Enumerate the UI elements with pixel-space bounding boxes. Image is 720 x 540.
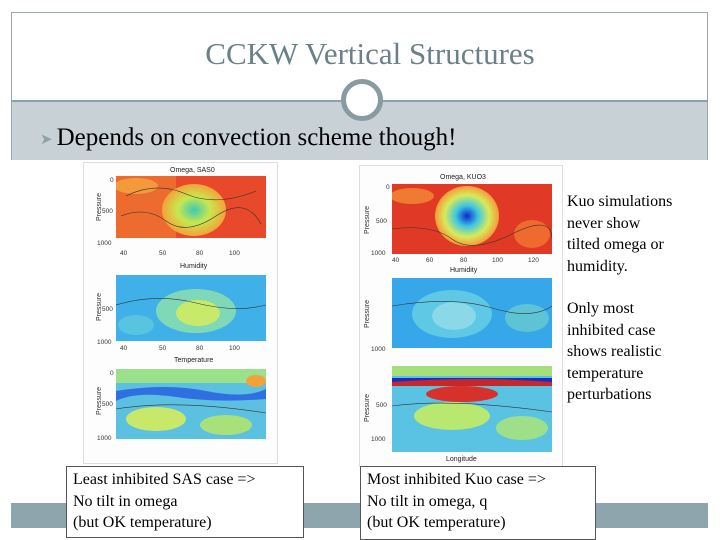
right-panel1-ylabel: Pressure <box>364 205 371 234</box>
left-caption-line: Least inhibited SAS case => <box>73 471 256 488</box>
left-p1-xtick-100: 100 <box>229 250 240 257</box>
left-panel2-title: Humidity <box>180 263 208 270</box>
inhibited-note-line: temperature <box>567 364 644 382</box>
left-p1-xtick-40: 40 <box>120 250 128 257</box>
right-p1-xtick-60: 60 <box>426 257 434 264</box>
left-caption-line: No tilt in omega <box>73 492 178 510</box>
right-p3-ytick-500: 500 <box>376 402 387 409</box>
inhibited-note-line: Only most <box>567 300 635 317</box>
left-p2-xtick-50: 50 <box>159 345 167 352</box>
left-caption-line: (but OK temperature) <box>73 514 212 531</box>
bullet-text: Depends on convection scheme though! <box>56 124 457 151</box>
left-figure: Omega, SAS0 Pressure 0 500 1000 40 50 80… <box>83 162 278 464</box>
kuo-note-line: humidity. <box>567 257 628 275</box>
left-p2-xtick-100: 100 <box>229 345 240 352</box>
left-p1-ytick-1000: 1000 <box>97 240 112 247</box>
left-p2-ytick-1000: 1000 <box>97 339 112 346</box>
right-p2-ytick-1000: 1000 <box>371 346 386 353</box>
left-p2-ytick-500: 500 <box>102 306 113 313</box>
left-temperature-contour <box>116 369 266 439</box>
divider-circle-ornament <box>341 79 383 121</box>
left-p1-ytick-500: 500 <box>102 208 113 215</box>
inhibited-note-line: inhibited case <box>567 321 656 339</box>
right-p3-ytick-1000: 1000 <box>371 436 386 443</box>
right-panel3-ylabel: Pressure <box>364 393 371 422</box>
left-omega-contour <box>116 176 266 238</box>
right-panel3-xlabel: Longitude <box>446 456 477 463</box>
inhibited-note-line: perturbations <box>567 386 652 403</box>
right-caption-box: Most inhibited Kuo case => No tilt in om… <box>360 466 596 540</box>
right-temperature-contour <box>392 366 552 452</box>
right-caption-line: No tilt in omega, q <box>367 492 488 510</box>
right-panel1-title: Omega, KUO3 <box>440 174 486 181</box>
right-panel2-ylabel: Pressure <box>364 299 371 328</box>
right-caption-line: Most inhibited Kuo case => <box>367 471 546 488</box>
right-p1-ytick-1000: 1000 <box>371 250 386 257</box>
left-p1-xtick-50: 50 <box>159 250 167 257</box>
inhibited-note: Only most inhibited case shows realistic… <box>567 298 662 406</box>
right-p1-ytick-500: 500 <box>376 218 387 225</box>
left-p1-ytick-0: 0 <box>110 177 114 184</box>
kuo-note-line: Kuo simulations <box>567 193 673 210</box>
slide-title: CCKW Vertical Structures <box>205 36 535 71</box>
left-p3-ytick-1000: 1000 <box>97 435 112 442</box>
right-p1-xtick-40: 40 <box>392 257 400 264</box>
left-caption-box: Least inhibited SAS case => No tilt in o… <box>66 466 304 538</box>
left-p3-ytick-0: 0 <box>110 370 114 377</box>
right-p1-ytick-0: 0 <box>386 184 390 191</box>
right-caption-line: (but OK temperature) <box>367 514 506 531</box>
bullet-arrow-icon: ➤ <box>40 131 53 148</box>
left-p3-ytick-500: 500 <box>102 401 113 408</box>
right-omega-contour <box>392 184 552 254</box>
left-p1-xtick-80: 80 <box>196 250 204 257</box>
kuo-note-line: never show <box>567 214 641 232</box>
right-panel2-title: Humidity <box>450 267 478 274</box>
left-p2-xtick-80: 80 <box>196 345 204 352</box>
right-figure: Omega, KUO3 Pressure 0 500 1000 40 60 80… <box>359 165 563 467</box>
left-panel1-title: Omega, SAS0 <box>170 167 215 174</box>
kuo-note-line: tilted omega or <box>567 236 664 253</box>
bullet-point: ➤ Depends on convection scheme though! <box>40 124 456 152</box>
right-p1-xtick-80: 80 <box>460 257 468 264</box>
kuo-note: Kuo simulations never show tilted omega … <box>567 191 672 277</box>
left-humidity-contour <box>116 275 266 341</box>
right-humidity-contour <box>392 278 552 348</box>
left-panel1-ylabel: Pressure <box>96 192 103 221</box>
left-panel3-title: Temperature <box>174 357 214 364</box>
inhibited-note-line: shows realistic <box>567 343 662 360</box>
right-p1-xtick-120: 120 <box>528 257 539 264</box>
right-p1-xtick-100: 100 <box>492 257 503 264</box>
left-p2-xtick-40: 40 <box>120 345 128 352</box>
